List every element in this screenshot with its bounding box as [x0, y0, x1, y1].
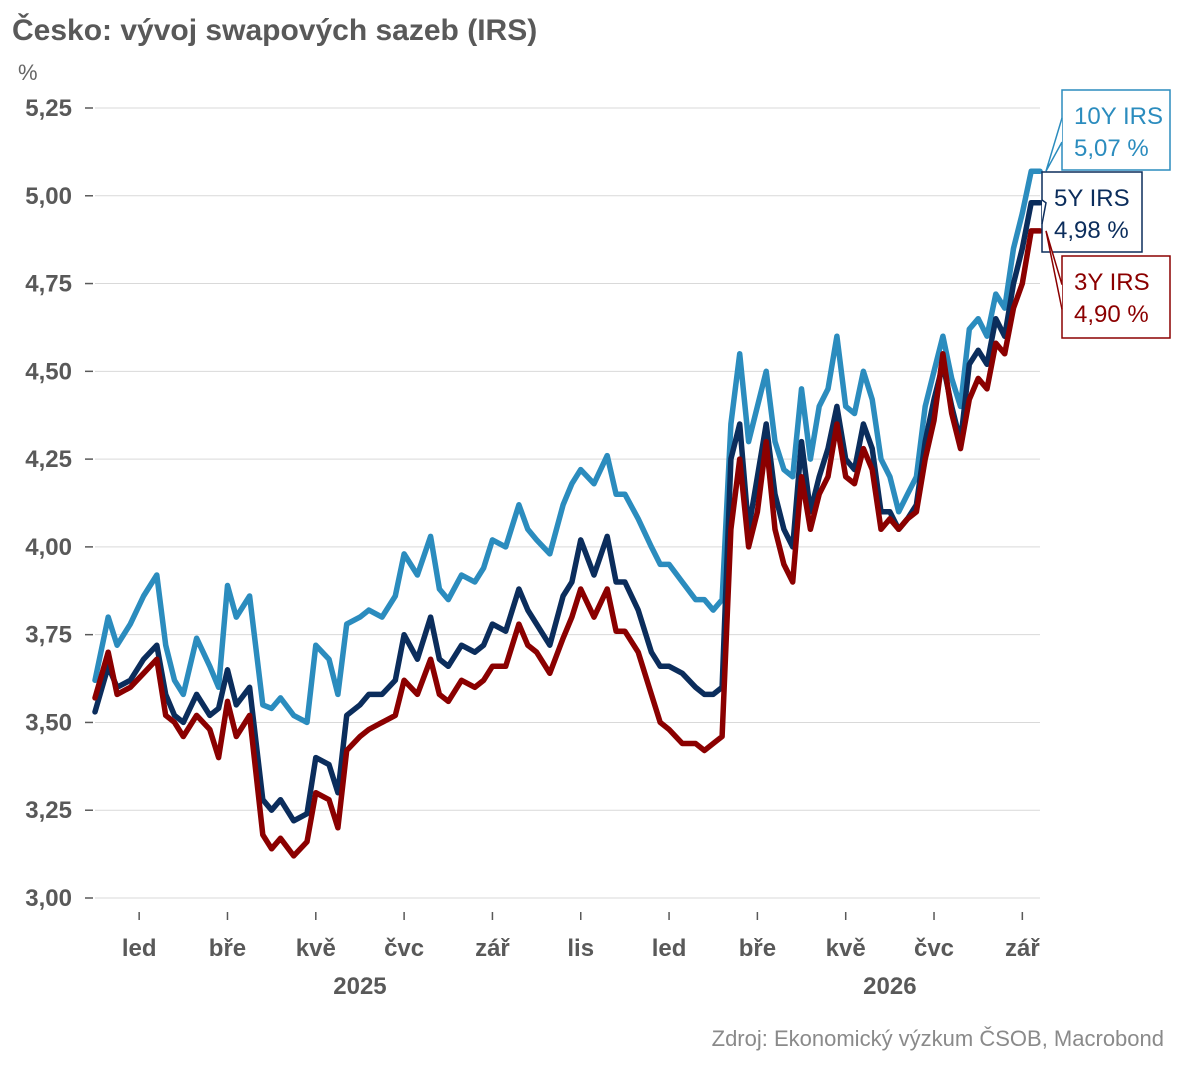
y-tick-label: 3,75	[25, 622, 72, 649]
legend-callouts: 10Y IRS 5,07 % 5Y IRS 4,98 % 3Y IRS 4,90 %	[1041, 89, 1171, 339]
x-year-label: 2025	[333, 973, 386, 1000]
y-tick-label: 5,25	[25, 95, 72, 122]
x-tick-label: bře	[209, 935, 246, 962]
callout-series-name: 5Y IRS	[1054, 185, 1130, 212]
callout-box	[1061, 89, 1171, 171]
callout-series-value: 5,07 %	[1074, 135, 1149, 162]
y-tick-label: 5,00	[25, 183, 72, 210]
chart-title: Česko: vývoj swapových sazeb (IRS)	[12, 14, 538, 47]
x-tick-label: čvc	[384, 935, 424, 962]
y-tick-label: 4,00	[25, 534, 72, 561]
x-tick-label: lis	[567, 935, 594, 962]
series-lines	[92, 168, 1043, 859]
callout-series-value: 4,90 %	[1074, 301, 1149, 328]
callout-pointer	[1045, 117, 1063, 172]
callout-pointer	[1045, 230, 1063, 310]
series-line-10y-irs	[92, 168, 1043, 726]
x-tick-label: led	[122, 935, 157, 962]
x-tick-label: kvě	[296, 935, 336, 962]
y-tick-label: 3,50	[25, 709, 72, 736]
source-note: Zdroj: Ekonomický výzkum ČSOB, Macrobond	[711, 1026, 1164, 1051]
y-tick-label: 3,25	[25, 797, 72, 824]
series-line-3y-irs	[92, 228, 1043, 859]
callout-box	[1041, 171, 1143, 253]
axes: 3,00 3,25 3,50 3,75 4,00 4,25 4,50 4,75 5,00 5,25…	[25, 95, 1040, 1000]
x-tick-label: čvc	[914, 935, 954, 962]
y-tick-label: 4,75	[25, 271, 72, 298]
callout-series-name: 3Y IRS	[1074, 269, 1150, 296]
x-tick-label: led	[652, 935, 687, 962]
grid	[95, 107, 1040, 899]
x-tick-label: zář	[1005, 935, 1040, 962]
callout-3y-irs: 3Y IRS 4,90 %	[1045, 230, 1171, 339]
callout-5y-irs: 5Y IRS 4,98 %	[1041, 171, 1143, 253]
callout-10y-irs: 10Y IRS 5,07 %	[1045, 89, 1171, 172]
x-tick-label: kvě	[826, 935, 866, 962]
y-tick-label: 3,00	[25, 885, 72, 912]
unit-label: %	[18, 60, 38, 85]
callout-series-value: 4,98 %	[1054, 217, 1129, 244]
callout-box	[1061, 255, 1171, 339]
x-tick-label: bře	[739, 935, 776, 962]
y-tick-label: 4,50	[25, 358, 72, 385]
y-tick-label: 4,25	[25, 446, 72, 473]
x-year-label: 2026	[863, 973, 916, 1000]
callout-series-name: 10Y IRS	[1074, 103, 1163, 130]
callout-pointer	[1041, 199, 1047, 225]
x-tick-label: zář	[475, 935, 510, 962]
